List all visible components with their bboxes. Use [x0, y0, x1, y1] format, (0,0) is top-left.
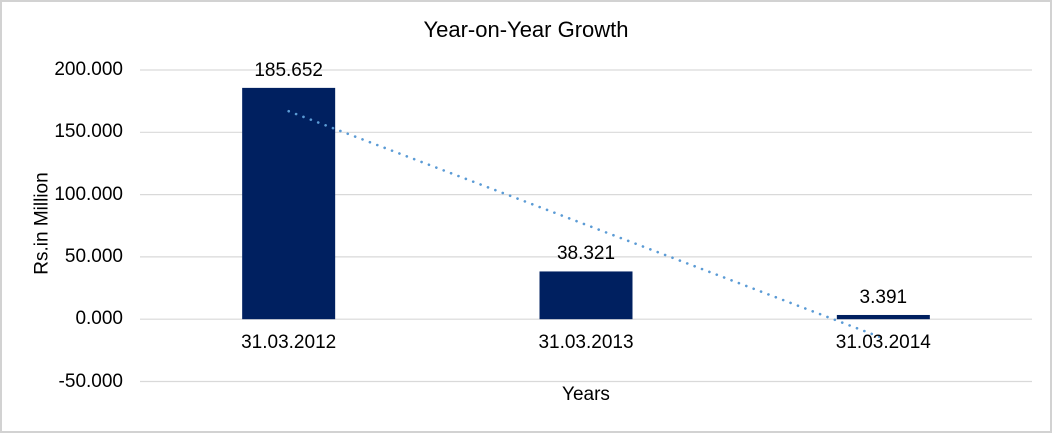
bar-31.03.2014	[836, 314, 930, 320]
y-tick-label: 100.000	[54, 183, 123, 205]
y-tick-label: 200.000	[54, 59, 123, 80]
data-label: 38.321	[556, 243, 616, 265]
bar-31.03.2013	[539, 271, 633, 320]
data-label: 3.391	[859, 286, 908, 308]
x-category-label: 31.03.2012	[241, 332, 337, 353]
x-category-label: 31.03.2013	[538, 332, 634, 353]
y-tick-label: 150.000	[54, 121, 123, 143]
trendline	[287, 109, 885, 340]
data-label: 185.652	[254, 59, 323, 81]
y-tick-label: 0.000	[75, 308, 123, 330]
bar-31.03.2012	[242, 87, 336, 320]
y-tick-label: -50.000	[58, 370, 123, 392]
x-axis-title: Years	[562, 384, 610, 405]
x-category-label: 31.03.2014	[835, 332, 931, 353]
chart-title: Year-on-Year Growth	[423, 17, 629, 42]
y-tick-label: 50.000	[64, 245, 123, 267]
